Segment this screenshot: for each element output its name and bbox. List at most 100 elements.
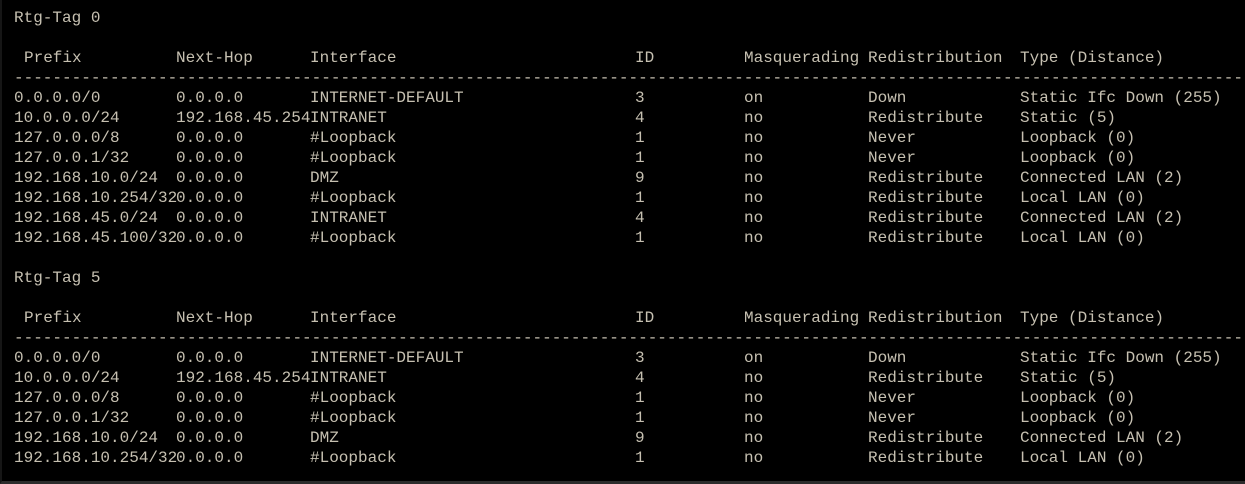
table-cell: 127.0.0.1/32 [14,409,130,427]
column-header: Next-Hop [176,49,253,67]
column-header: ID [635,49,655,67]
table-cell: #Loopback [310,449,397,467]
table-cell: Redistribute [868,109,984,127]
table-cell: 0.0.0.0/0 [14,89,101,107]
column-header: Redistribution [868,309,1003,327]
table-cell: no [744,169,764,187]
table-header-row: Prefix Next-Hop Interface ID Masquerading Red… [2,308,1245,328]
table-cell: 0.0.0.0 [176,429,244,447]
table-cell: Down [868,349,907,367]
section-title: Rtg-Tag 0 [14,9,101,27]
table-row: 192.168.45.0/24 0.0.0.0 INTRANET 4 no Redistr… [2,208,1245,228]
column-header: Interface [310,49,397,67]
table-cell: 0.0.0.0 [176,229,244,247]
table-cell: 0.0.0.0 [176,169,244,187]
blank-line [2,28,1245,48]
table-cell: 0.0.0.0/0 [14,349,101,367]
table-cell: Loopback (0) [1020,389,1136,407]
table-cell: on [744,349,764,367]
table-cell: Redistribute [868,209,984,227]
table-cell: Static Ifc Down (255) [1020,349,1222,367]
table-cell: INTRANET [310,369,387,387]
blank-line [2,288,1245,308]
table-cell: 1 [635,129,645,147]
table-cell: no [744,189,764,207]
table-row: 127.0.0.0/8 0.0.0.0 #Loopback 1 no Never Loopb… [2,388,1245,408]
table-cell: 4 [635,209,645,227]
column-header: Type (Distance) [1020,49,1165,67]
table-cell: no [744,389,764,407]
table-cell: 3 [635,349,645,367]
table-cell: 0.0.0.0 [176,349,244,367]
table-cell: no [744,429,764,447]
table-cell: 127.0.0.0/8 [14,129,120,147]
table-cell: #Loopback [310,129,397,147]
table-cell: 0.0.0.0 [176,149,244,167]
table-cell: Loopback (0) [1020,149,1136,167]
table-cell: no [744,209,764,227]
table-cell: 192.168.45.100/32 [14,229,178,247]
table-cell: 0.0.0.0 [176,449,244,467]
table-cell: 127.0.0.1/32 [14,149,130,167]
column-header: Masquerading [744,309,860,327]
table-row: 10.0.0.0/24 192.168.45.254 INTRANET 4 no Redi… [2,108,1245,128]
table-cell: #Loopback [310,149,397,167]
table-cell: 0.0.0.0 [176,189,244,207]
table-cell: Never [868,129,917,147]
table-cell: Redistribute [868,189,984,207]
table-cell: DMZ [310,429,339,447]
table-cell: Static (5) [1020,369,1117,387]
table-row: 127.0.0.1/32 0.0.0.0 #Loopback 1 no Never Loop… [2,408,1245,428]
column-header: Next-Hop [176,309,253,327]
table-cell: Redistribute [868,449,984,467]
column-header: Prefix [24,309,82,327]
table-row: 127.0.0.1/32 0.0.0.0 #Loopback 1 no Never Loop… [2,148,1245,168]
table-cell: no [744,369,764,387]
table-cell: 1 [635,229,645,247]
table-cell: Redistribute [868,369,984,387]
table-row: 0.0.0.0/0 0.0.0.0 INTERNET-DEFAULT 3 on Down S… [2,348,1245,368]
table-cell: INTRANET [310,209,387,227]
table-cell: 10.0.0.0/24 [14,109,120,127]
table-row: 10.0.0.0/24 192.168.45.254 INTRANET 4 no Redi… [2,368,1245,388]
table-cell: no [744,129,764,147]
table-cell: 1 [635,189,645,207]
table-cell: no [744,109,764,127]
table-cell: on [744,89,764,107]
column-header: Masquerading [744,49,860,67]
table-cell: no [744,149,764,167]
table-cell: 192.168.45.254 [176,369,311,387]
table-row: 127.0.0.0/8 0.0.0.0 #Loopback 1 no Never Loopb… [2,128,1245,148]
table-cell: Never [868,409,917,427]
table-cell: #Loopback [310,389,397,407]
table-cell: 0.0.0.0 [176,129,244,147]
table-cell: Connected LAN (2) [1020,169,1184,187]
table-cell: 192.168.45.254 [176,109,311,127]
table-cell: no [744,449,764,467]
table-cell: Connected LAN (2) [1020,209,1184,227]
blank-line [2,248,1245,268]
table-row: 192.168.10.254/32 0.0.0.0 #Loopback 1 no Redi… [2,188,1245,208]
table-cell: Never [868,389,917,407]
table-cell: Loopback (0) [1020,129,1136,147]
table-separator: ----------------------------------------… [14,69,1245,87]
table-cell: Connected LAN (2) [1020,429,1184,447]
column-header: Type (Distance) [1020,309,1165,327]
table-cell: DMZ [310,169,339,187]
table-cell: Redistribute [868,229,984,247]
table-cell: 0.0.0.0 [176,409,244,427]
column-header: Redistribution [868,49,1003,67]
table-cell: 192.168.10.0/24 [14,429,159,447]
table-cell: #Loopback [310,409,397,427]
table-row: 192.168.10.0/24 0.0.0.0 DMZ 9 no Redistribute… [2,428,1245,448]
table-cell: Static Ifc Down (255) [1020,89,1222,107]
table-cell: 0.0.0.0 [176,389,244,407]
table-cell: 4 [635,369,645,387]
table-cell: INTRANET [310,109,387,127]
table-cell: Static (5) [1020,109,1117,127]
table-cell: 10.0.0.0/24 [14,369,120,387]
table-cell: Local LAN (0) [1020,449,1145,467]
table-cell: 0.0.0.0 [176,209,244,227]
table-cell: INTERNET-DEFAULT [310,89,464,107]
